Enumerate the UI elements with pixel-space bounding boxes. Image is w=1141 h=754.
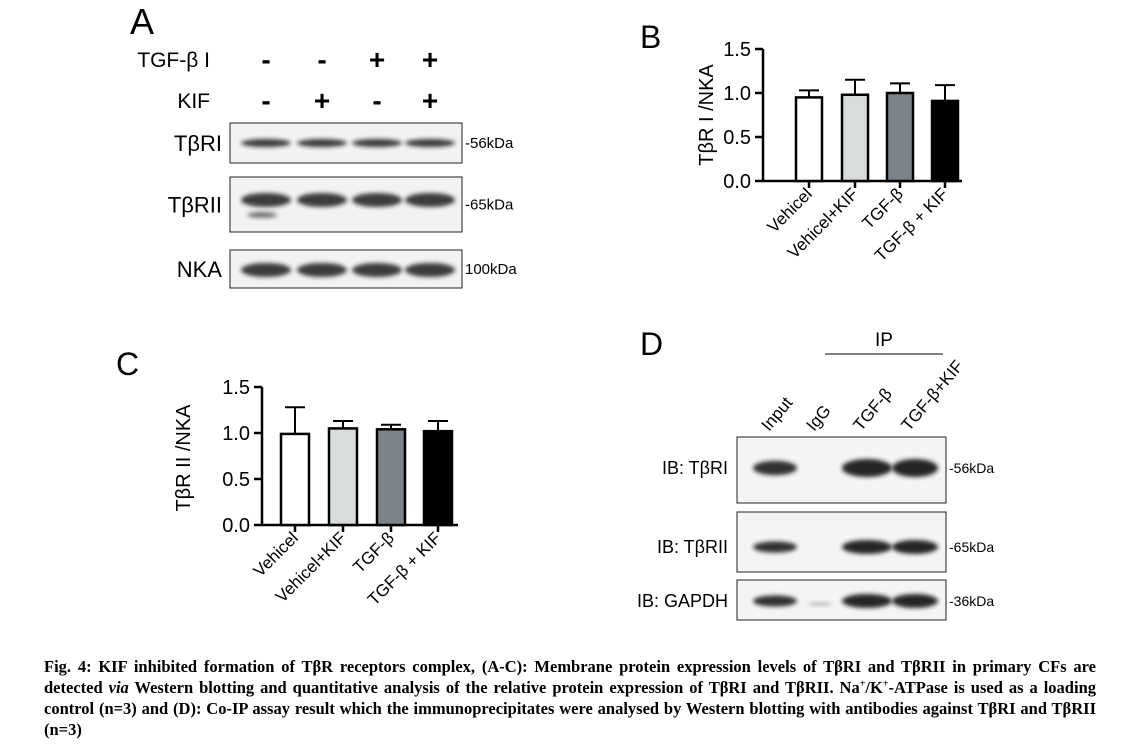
blot-band bbox=[241, 263, 291, 277]
row-label: IB: GAPDH bbox=[637, 591, 728, 611]
blot-band bbox=[352, 193, 402, 207]
caption-text: /K bbox=[865, 678, 883, 697]
blot-band bbox=[842, 594, 892, 608]
blot-band bbox=[892, 540, 938, 554]
panel-label: B bbox=[640, 19, 661, 55]
y-tick-label: 0.5 bbox=[723, 127, 751, 149]
treatment-sign: - bbox=[317, 44, 326, 75]
size-label: -36kDa bbox=[949, 593, 994, 609]
treatment-sign: - bbox=[261, 85, 270, 116]
lane-label: IgG bbox=[803, 401, 835, 434]
group-label: IP bbox=[875, 330, 893, 351]
blot-band bbox=[842, 459, 892, 477]
caption-sup: + bbox=[859, 678, 866, 690]
blot-band bbox=[241, 193, 291, 207]
bar bbox=[422, 429, 454, 527]
blot-band bbox=[247, 212, 277, 218]
bar bbox=[840, 93, 870, 183]
panel-label: A bbox=[130, 1, 154, 42]
bar bbox=[794, 96, 824, 183]
size-label: -65kDa bbox=[949, 539, 994, 555]
y-tick-label: 1.0 bbox=[723, 83, 751, 105]
bar bbox=[279, 432, 311, 527]
treatment-sign: + bbox=[422, 44, 438, 75]
treatment-sign: + bbox=[422, 85, 438, 116]
caption-text: -ATPase is used as a loading control (n=… bbox=[44, 678, 1096, 739]
bar bbox=[930, 99, 960, 183]
blot-band bbox=[297, 139, 347, 147]
blot-band bbox=[808, 602, 832, 606]
caption: Fig. 4: KIF inhibited formation of TβR r… bbox=[44, 656, 1096, 740]
panel-label: D bbox=[640, 326, 663, 362]
panel-label: C bbox=[116, 346, 139, 382]
caption-text: via bbox=[108, 678, 129, 697]
blot-band bbox=[892, 594, 938, 608]
caption-text: Fig. 4: KIF inhibited formation of TβR r… bbox=[44, 657, 1096, 697]
treatment-label: TGF-β I bbox=[137, 49, 210, 72]
size-label: -56kDa bbox=[949, 460, 994, 476]
y-tick-label: 1.5 bbox=[723, 39, 751, 61]
treatment-sign: - bbox=[372, 85, 381, 116]
y-axis-label: TβR II /NKA bbox=[173, 404, 195, 512]
y-tick-label: 0.0 bbox=[723, 171, 751, 193]
figure: A TGF-β I - - + + KIF - + - + TβRI -56kDa TβRII -65kDa… bbox=[116, 1, 994, 621]
caption-text: Western blotting and quantitative analys… bbox=[128, 678, 860, 697]
size-label: -65kDa bbox=[465, 197, 514, 214]
row-label: NKA bbox=[177, 257, 223, 282]
bar bbox=[885, 91, 915, 183]
treatment-sign: + bbox=[314, 85, 330, 116]
y-tick-label: 1.0 bbox=[222, 423, 250, 445]
y-axis-label: TβR I /NKA bbox=[696, 64, 718, 166]
bar bbox=[327, 427, 359, 527]
blot-band bbox=[753, 595, 797, 607]
blot-band bbox=[405, 193, 455, 207]
lane-label: TGF-β bbox=[850, 384, 896, 434]
bar bbox=[375, 428, 407, 527]
blot-band bbox=[352, 263, 402, 277]
size-label: -56kDa bbox=[465, 135, 514, 152]
y-tick-label: 0.0 bbox=[222, 515, 250, 537]
blot-band bbox=[297, 193, 347, 207]
row-label: IB: TβRII bbox=[657, 537, 728, 557]
blot-band bbox=[405, 263, 455, 277]
y-tick-label: 1.5 bbox=[222, 377, 250, 399]
row-label: TβRII bbox=[168, 193, 222, 218]
blot-band bbox=[753, 460, 797, 476]
row-label: TβRI bbox=[174, 131, 222, 156]
blot-band bbox=[892, 459, 938, 477]
treatment-sign: - bbox=[261, 44, 270, 75]
treatment-label: KIF bbox=[177, 90, 210, 113]
caption-sup: + bbox=[882, 678, 889, 690]
lane-label: Input bbox=[758, 393, 797, 434]
size-label: 100kDa bbox=[465, 261, 517, 278]
blot-band bbox=[297, 263, 347, 277]
blot-band bbox=[842, 540, 892, 554]
blot-band bbox=[241, 139, 291, 147]
blot-band bbox=[753, 541, 797, 553]
blot-band bbox=[405, 139, 455, 147]
blot-band bbox=[352, 139, 402, 147]
treatment-sign: + bbox=[369, 44, 385, 75]
lane-label: TGF-β+KIF bbox=[898, 357, 968, 435]
y-tick-label: 0.5 bbox=[222, 469, 250, 491]
row-label: IB: TβRI bbox=[662, 458, 728, 478]
